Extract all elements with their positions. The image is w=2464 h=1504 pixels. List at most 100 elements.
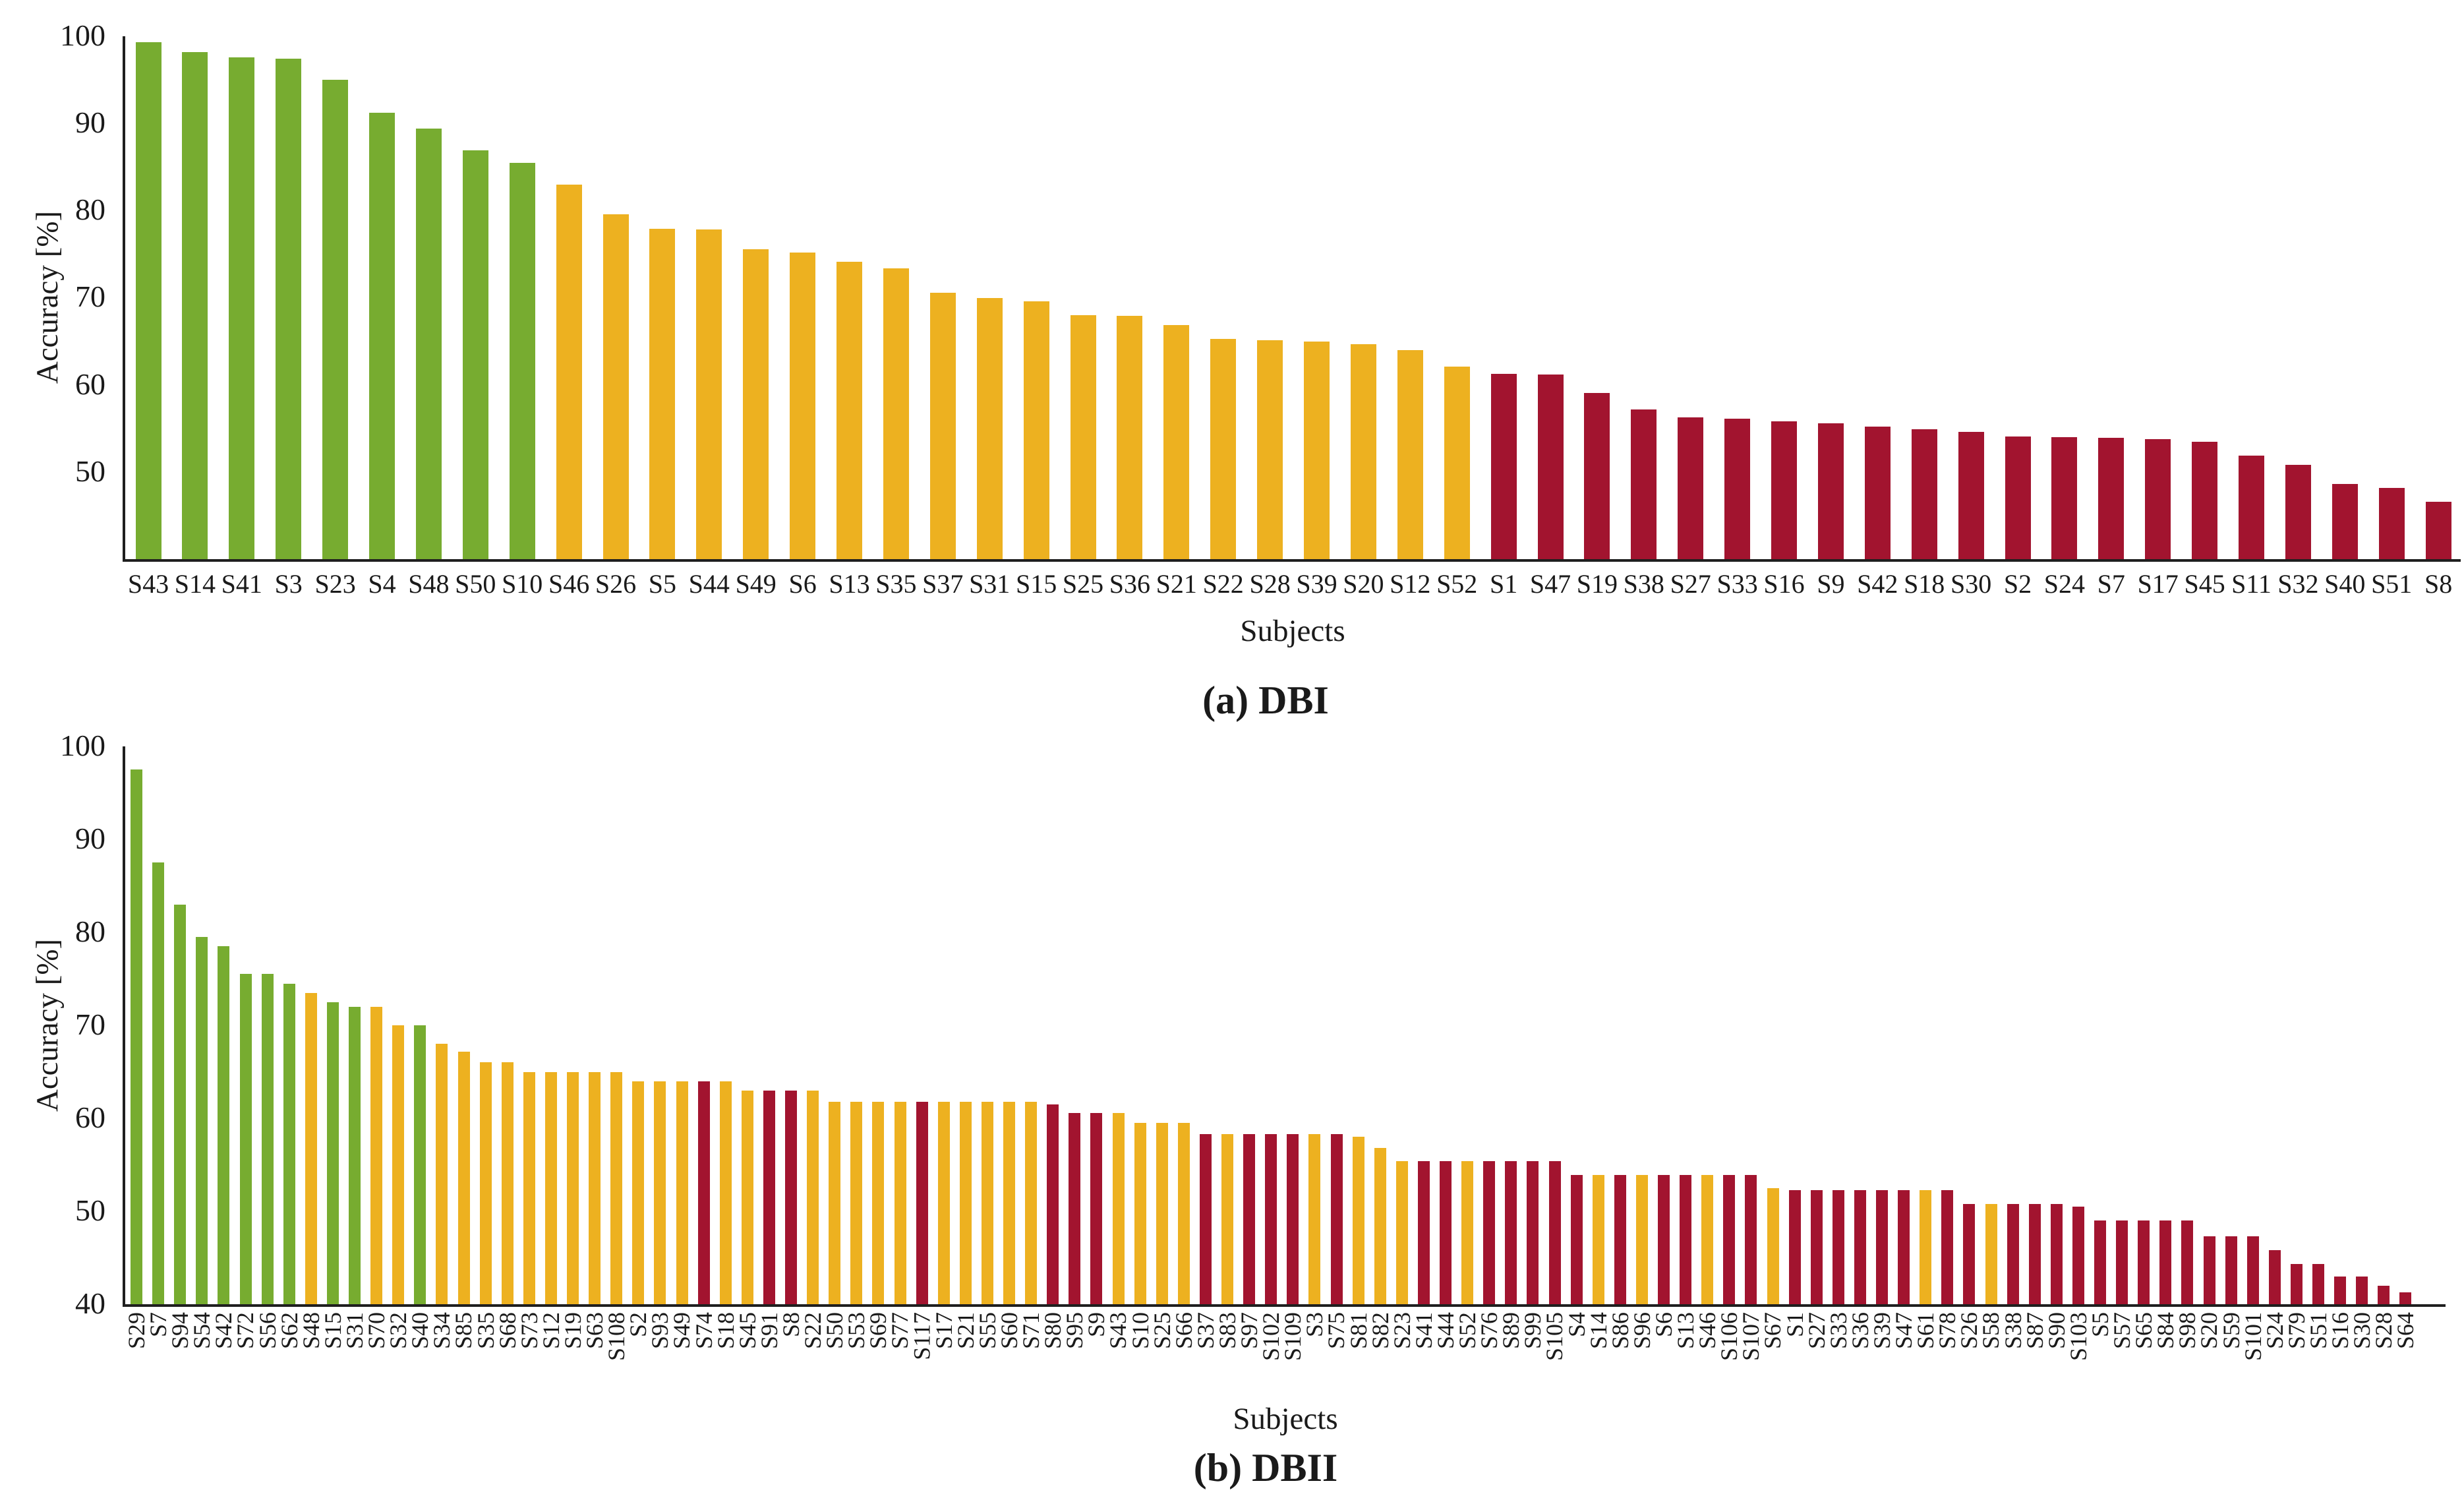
y-axis-spine [123,746,125,1307]
bar-S109 [1287,1134,1299,1304]
bar-S53 [850,1101,863,1304]
x-tick-label: S45 [2184,569,2225,599]
x-tick-label: S38 [1623,569,1664,599]
bar-S33 [1832,1189,1844,1304]
x-tick-label: S31 [969,569,1011,599]
x-tick-label: S21 [1156,569,1197,599]
bar-S14 [1592,1175,1604,1304]
bar-S66 [1177,1123,1190,1304]
bar-S75 [1330,1134,1343,1304]
x-tick-label: S27 [1670,569,1711,599]
x-tick-label: S1 [1489,569,1518,599]
bar-S31 [349,1006,361,1304]
bar-S22 [1210,338,1237,559]
bar-S4 [1570,1175,1583,1304]
bar-S18 [719,1081,732,1304]
x-tick-label: S32 [2277,569,2319,599]
bar-S61 [1920,1189,1932,1304]
x-tick-label: S30 [1950,569,1992,599]
bar-S18 [1911,429,1937,559]
bar-S43 [1112,1112,1125,1304]
bar-S9 [1090,1112,1103,1304]
bar-S6 [1658,1175,1670,1304]
x-axis-spine [123,559,2461,562]
y-tick-label: 50 [75,454,105,488]
bar-S99 [1527,1160,1539,1304]
bar-S70 [370,1006,383,1304]
bar-S16 [2334,1276,2347,1304]
x-tick-label: S64 [2392,1312,2419,1350]
chart-dbi: Accuracy [%] 50 60 70 80 90 100 S43 S14 S41 S3 S23… [0,0,2464,745]
bar-S24 [2051,437,2078,559]
bar-S54 [196,937,208,1304]
bar-S63 [589,1071,601,1304]
x-tick-label: S22 [1202,569,1244,599]
bar-S12 [1397,349,1423,559]
x-tick-label: S18 [1904,569,1945,599]
bar-S40 [414,1025,426,1304]
y-tick-label: 80 [75,915,105,948]
bar-S41 [1417,1160,1430,1304]
bar-S37 [1199,1134,1212,1304]
x-tick-label: S46 [548,569,590,599]
bar-S82 [1374,1148,1386,1304]
bar-S7 [2098,438,2125,559]
bar-S24 [2268,1250,2281,1304]
bar-S42 [1864,427,1891,559]
bar-S4 [369,113,395,559]
bar-S56 [261,974,274,1304]
bar-S16 [1771,421,1797,559]
bar-S51 [2378,487,2405,559]
x-tick-label: S25 [1062,569,1104,599]
x-tick-label: S5 [648,569,677,599]
x-tick-label: S51 [2371,569,2413,599]
x-tick-label: S43 [127,569,169,599]
bar-S3 [1308,1134,1321,1304]
bar-S97 [1243,1134,1256,1304]
bar-S6 [790,252,816,559]
x-tick-label: S11 [2231,569,2272,599]
y-tick-label: 90 [75,105,105,140]
bar-S11 [2239,455,2264,559]
x-tick-label: S41 [221,569,262,599]
x-tick-label: S49 [735,569,777,599]
bar-S5 [649,229,676,559]
y-tick-label: 100 [60,18,105,52]
bar-S36 [1854,1189,1866,1304]
bar-S117 [916,1101,928,1304]
bar-S95 [1069,1112,1081,1304]
x-tick-label: S10 [502,569,543,599]
bar-S1 [1490,373,1517,559]
x-tick-label: S23 [314,569,356,599]
y-tick-label: 50 [75,1193,105,1227]
x-tick-label: S35 [875,569,917,599]
bar-S60 [1003,1101,1015,1304]
bar-S41 [229,57,255,559]
bar-S28 [2378,1285,2390,1304]
x-tick-label: S44 [688,569,730,599]
bar-S87 [2028,1203,2041,1304]
bar-S7 [152,862,165,1305]
bar-S73 [523,1071,535,1304]
bar-S35 [883,268,909,559]
bar-S102 [1265,1134,1277,1304]
bar-S64 [2399,1292,2412,1304]
x-axis-spine [123,1304,2446,1307]
bar-S14 [182,51,208,559]
bar-S13 [1680,1175,1692,1304]
chart-dbii: Accuracy [%] 40 50 60 70 80 90 100 S29 S7 S94 S54 S… [0,725,2464,1504]
bar-S23 [322,80,349,559]
y-tick-label: 80 [75,193,105,227]
bar-S58 [1985,1203,1997,1304]
bar-S44 [1440,1160,1452,1304]
x-tick-label: S37 [922,569,964,599]
bar-S48 [415,129,442,559]
bar-S33 [1724,419,1751,559]
bar-S80 [1047,1104,1059,1304]
bar-S59 [2225,1236,2237,1304]
bar-S46 [1701,1175,1714,1304]
bar-S85 [457,1051,470,1304]
bar-S5 [2094,1220,2106,1304]
bar-S52 [1461,1160,1474,1304]
bar-S30 [1958,432,1984,559]
